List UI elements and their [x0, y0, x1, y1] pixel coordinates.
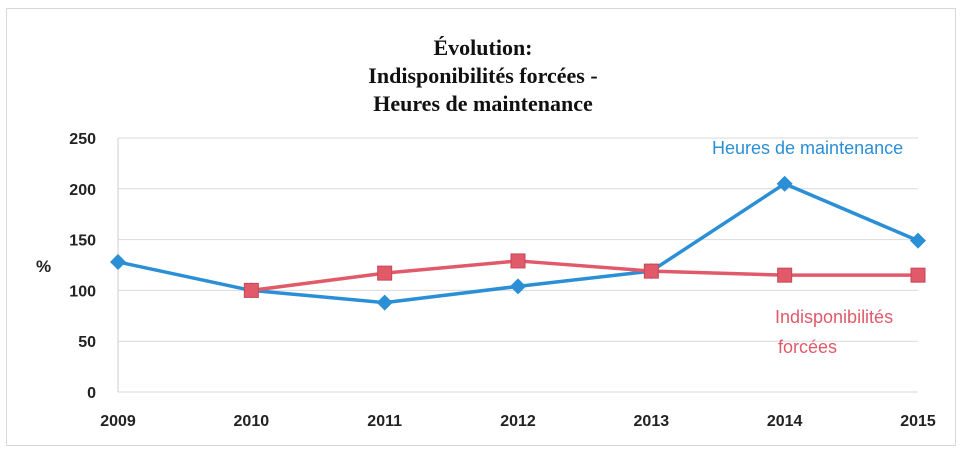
chart-title-line-3: Heures de maintenance — [373, 91, 593, 116]
data-point-diamond — [776, 175, 793, 192]
y-tick-label: 150 — [69, 233, 96, 250]
data-point-square — [910, 267, 926, 283]
series-line-1 — [251, 259, 918, 293]
x-tick-label: 2011 — [367, 413, 402, 430]
series-markers — [110, 175, 926, 311]
data-point-square — [643, 263, 659, 279]
x-tick-label: 2015 — [900, 413, 936, 430]
data-point-diamond — [910, 232, 926, 249]
y-axis-label: % — [36, 257, 51, 276]
chart-frame — [6, 8, 956, 446]
x-tick-label: 2012 — [500, 413, 536, 430]
x-tick-label: 2013 — [634, 413, 670, 430]
y-tick-label: 250 — [69, 131, 96, 148]
y-tick-label: 100 — [69, 283, 96, 300]
y-tick-label: 0 — [87, 385, 96, 402]
y-tick-labels: 0 50 100 150 200 250 — [69, 131, 96, 402]
chart-title-line-1: Évolution: — [433, 35, 533, 60]
x-tick-label: 2014 — [767, 413, 803, 430]
data-point-diamond — [376, 294, 393, 311]
y-tick-label: 200 — [69, 182, 96, 199]
chart-title-line-2: Indisponibilités forcées - — [368, 63, 598, 88]
data-point-diamond — [510, 278, 526, 295]
data-point-diamond — [110, 253, 126, 270]
series-label-heures: Heures de maintenance — [712, 138, 903, 158]
series-label-indispo-line-2: forcées — [778, 337, 837, 357]
data-point-square — [243, 282, 259, 298]
data-point-square — [510, 253, 526, 269]
data-point-square — [377, 265, 393, 281]
data-point-square — [777, 267, 793, 283]
x-tick-label: 2010 — [234, 413, 270, 430]
series-label-indispo-line-1: Indisponibilités — [775, 307, 893, 327]
x-tick-labels: 2009 2010 2011 2012 2013 2014 2015 — [100, 413, 936, 430]
x-tick-label: 2009 — [100, 413, 136, 430]
y-tick-label: 50 — [78, 334, 96, 351]
